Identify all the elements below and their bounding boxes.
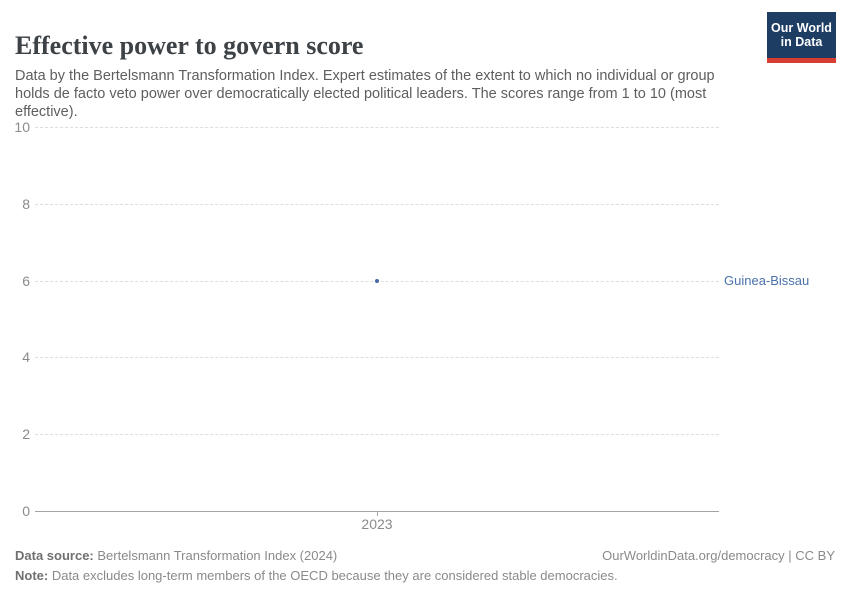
attribution-link[interactable]: OurWorldinData.org/democracy | CC BY — [602, 548, 835, 563]
y-axis-tick-label: 10 — [14, 119, 30, 135]
gridline-y-4 — [35, 357, 719, 359]
note-value: Data excludes long-term members of the O… — [48, 568, 618, 583]
owid-logo-line2: in Data — [780, 35, 823, 49]
gridline-y-8 — [35, 203, 719, 205]
y-axis-tick-label: 8 — [22, 195, 30, 212]
page-title: Effective power to govern score — [15, 31, 364, 61]
y-axis-tick-label: 6 — [22, 272, 30, 289]
data-point-guinea-bissau[interactable] — [375, 278, 379, 283]
y-axis-tick-label: 4 — [22, 349, 30, 366]
x-axis-tick-mark — [377, 511, 378, 516]
data-source-text: Data source: Bertelsmann Transformation … — [15, 548, 337, 563]
chart-subtitle: Data by the Bertelsmann Transformation I… — [15, 67, 715, 120]
y-axis-tick-label: 2 — [22, 426, 30, 443]
x-axis-tick-label: 2023 — [361, 516, 393, 532]
footer-sources-row: Data source: Bertelsmann Transformation … — [15, 548, 835, 563]
y-axis-tick-label: 0 — [22, 503, 30, 519]
entity-label-guinea-bissau[interactable]: Guinea-Bissau — [724, 272, 810, 288]
footer-note-row: Note: Data excludes long-term members of… — [15, 568, 835, 583]
data-source-label: Data source: — [15, 548, 94, 563]
gridline-y-10 — [35, 127, 719, 128]
owid-logo[interactable]: Our World in Data — [767, 12, 836, 63]
owid-logo-line1: Our World — [771, 21, 832, 35]
data-source-value: Bertelsmann Transformation Index (2024) — [93, 548, 338, 563]
note-label: Note: — [15, 568, 49, 583]
gridline-y-2 — [35, 434, 719, 436]
